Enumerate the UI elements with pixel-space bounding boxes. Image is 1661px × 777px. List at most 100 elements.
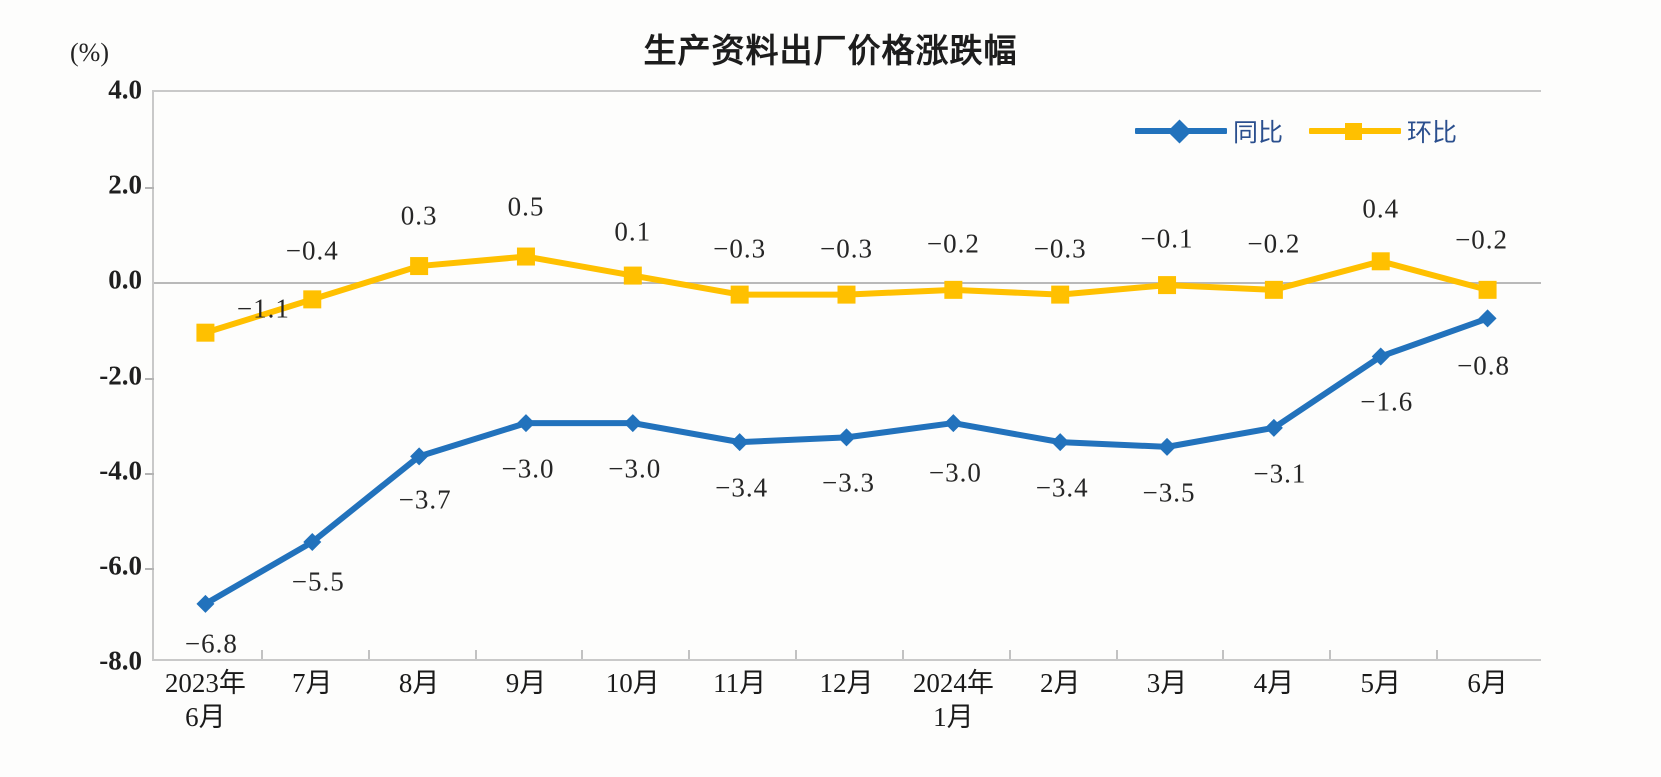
x-axis-tick-mark xyxy=(901,650,904,659)
data-label: 0.5 xyxy=(507,191,545,222)
x-axis-tick-label: 7月 xyxy=(292,666,333,700)
x-axis-tick-mark xyxy=(1329,650,1332,659)
data-label: −0.2 xyxy=(1247,228,1301,259)
legend-item-mom[interactable]: 环比 xyxy=(1309,113,1457,149)
data-label: −3.7 xyxy=(398,484,452,515)
x-label-line-2: 6月 xyxy=(185,702,226,732)
data-point-square xyxy=(410,257,429,276)
data-point-square xyxy=(1051,285,1070,304)
data-label: −3.3 xyxy=(822,467,875,498)
data-label: −0.3 xyxy=(820,233,873,264)
y-axis-tick-mark xyxy=(145,377,154,380)
data-label: −3.0 xyxy=(928,457,982,488)
x-label-line-1: 3月 xyxy=(1146,668,1188,698)
data-point-square xyxy=(303,290,322,309)
x-axis-tick-mark xyxy=(581,650,584,659)
x-axis-tick-mark xyxy=(1222,650,1225,659)
x-label-line-1: 6月 xyxy=(1467,668,1508,698)
data-label: −0.4 xyxy=(285,235,339,266)
x-axis-tick-mark xyxy=(260,650,263,659)
x-axis-tick-label: 5月 xyxy=(1360,666,1401,700)
x-label-line-1: 10月 xyxy=(605,668,660,698)
data-point-diamond xyxy=(303,533,322,552)
x-label-line-1: 2024年 xyxy=(912,668,994,698)
data-point-diamond xyxy=(1264,418,1283,437)
data-point-square xyxy=(1371,252,1390,271)
data-point-square xyxy=(1264,280,1283,299)
legend-label: 环比 xyxy=(1407,118,1458,147)
x-axis-tick-label: 10月 xyxy=(606,666,660,700)
data-point-square xyxy=(837,285,856,304)
y-axis-tick-label: -4.0 xyxy=(99,455,142,486)
y-axis-tick-mark xyxy=(145,472,154,475)
data-point-square xyxy=(730,285,749,304)
x-axis-tick-labels: 2023年 6月 7月 8月 9月 10月 11月 12月 2024年 1月 2月 3月 4月 5月 6月 xyxy=(152,666,1541,766)
y-axis-unit-label: (%) xyxy=(70,38,109,67)
x-axis-tick-mark xyxy=(795,650,798,659)
data-label: −0.8 xyxy=(1457,350,1511,381)
x-label-line-1: 2月 xyxy=(1039,668,1081,698)
data-label: −3.5 xyxy=(1142,477,1196,508)
x-axis-tick-label: 2月 xyxy=(1040,666,1081,700)
data-point-square xyxy=(1478,280,1497,299)
series-layer xyxy=(196,247,1497,613)
data-label: 0.4 xyxy=(1362,193,1400,224)
y-axis-tick-label: 4.0 xyxy=(108,74,142,105)
data-label: −3.1 xyxy=(1253,458,1307,489)
data-point-diamond xyxy=(944,414,963,433)
data-point-diamond xyxy=(1158,437,1177,456)
zero-baseline xyxy=(154,282,1541,285)
data-point-square xyxy=(516,247,535,266)
data-label: −3.0 xyxy=(608,453,662,484)
data-label: −0.3 xyxy=(1033,233,1087,264)
data-point-square xyxy=(623,266,642,285)
data-label: −5.5 xyxy=(291,566,345,597)
x-label-line-1: 2023年 xyxy=(164,668,246,698)
x-axis-tick-mark xyxy=(1008,650,1011,659)
data-point-diamond xyxy=(1371,347,1390,366)
data-label: −3.0 xyxy=(501,453,555,484)
plot-area xyxy=(145,90,1541,661)
data-point-diamond xyxy=(837,428,856,447)
y-axis-tick-mark xyxy=(145,567,154,570)
y-axis-tick-label: -2.0 xyxy=(99,360,142,390)
x-axis-tick-mark xyxy=(474,650,477,659)
data-label: −0.2 xyxy=(926,228,980,259)
data-point-diamond xyxy=(1051,433,1070,452)
x-axis-tick-label: 2024年 1月 xyxy=(913,666,994,734)
legend-swatch-diamond-icon xyxy=(1135,119,1227,144)
x-axis-tick-label: 11月 xyxy=(713,666,766,700)
data-label: −3.4 xyxy=(715,472,769,503)
data-label: 0.1 xyxy=(614,216,652,247)
data-label: −1.1 xyxy=(236,293,290,324)
x-axis-tick-label: 12月 xyxy=(820,666,874,700)
x-label-line-1: 4月 xyxy=(1253,668,1295,698)
x-label-line-1: 8月 xyxy=(398,668,440,698)
x-label-line-1: 12月 xyxy=(819,668,874,698)
x-axis-tick-mark xyxy=(688,650,691,659)
y-axis-tick-label: -6.0 xyxy=(99,550,142,581)
chart-title: 生产资料出厂价格涨跌幅 xyxy=(643,31,1018,70)
series-mom xyxy=(196,247,1497,342)
data-label: −3.4 xyxy=(1035,472,1089,503)
data-point-square xyxy=(944,280,963,299)
y-axis-tick-label: 2.0 xyxy=(108,169,142,200)
data-point-diamond xyxy=(623,414,642,433)
data-point-diamond xyxy=(196,594,215,613)
x-label-line-1: 7月 xyxy=(292,668,333,698)
y-axis-tick-labels: 4.0 2.0 0.0 -2.0 -4.0 -6.0 -8.0 xyxy=(0,75,142,676)
data-point-diamond xyxy=(1478,309,1497,328)
x-axis-tick-label: 8月 xyxy=(399,666,440,700)
legend-item-yoy[interactable]: 同比 xyxy=(1135,113,1283,149)
data-label: −1.6 xyxy=(1360,386,1414,417)
x-label-line-2: 1月 xyxy=(933,702,974,732)
y-axis-tick-mark xyxy=(145,187,154,190)
data-label: −0.2 xyxy=(1455,224,1509,255)
data-label: 0.3 xyxy=(400,200,438,231)
chart-legend: 同比 环比 xyxy=(1135,113,1457,149)
x-axis-tick-label: 9月 xyxy=(506,666,547,700)
x-label-line-1: 9月 xyxy=(505,668,547,698)
data-point-diamond xyxy=(410,447,429,466)
legend-label: 同比 xyxy=(1233,118,1284,147)
